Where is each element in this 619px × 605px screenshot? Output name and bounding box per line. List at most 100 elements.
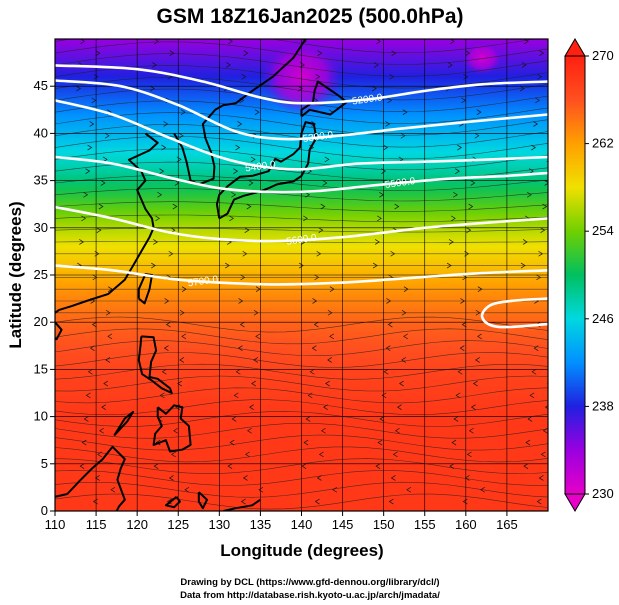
x-tick-label: 125 <box>167 517 189 532</box>
colorbar-tick-label: 238 <box>592 398 614 413</box>
streamline-arrow <box>544 405 548 410</box>
streamline-arrow <box>163 121 169 127</box>
streamline-arrow <box>465 50 471 56</box>
streamline-arrow <box>373 62 379 68</box>
streamline-arrow <box>237 345 243 351</box>
streamline-arrow <box>377 215 382 222</box>
streamline-arrow <box>401 309 407 316</box>
streamline-arrow <box>387 321 393 328</box>
streamline-arrow <box>179 309 185 316</box>
streamline-arrow <box>79 463 85 469</box>
streamline-arrow <box>153 463 159 469</box>
streamline-arrow <box>461 321 467 328</box>
streamline-arrow <box>309 368 315 375</box>
streamline-arrow <box>555 487 559 492</box>
x-tick-label: 140 <box>291 517 313 532</box>
colorbar-min-arrow <box>564 493 586 512</box>
streamline-arrow <box>235 144 241 151</box>
y-axis-ticks: 0 5 10 15 20 25 30 35 40 45 <box>34 78 55 518</box>
y-tick-label: 15 <box>34 361 48 376</box>
streamline-arrow <box>225 262 230 269</box>
streamline-arrow <box>103 380 109 387</box>
streamline-arrow <box>98 203 104 210</box>
streamline-arrow <box>91 321 97 328</box>
streamline-arrow <box>388 498 394 505</box>
cold-cell <box>461 40 503 75</box>
streamline-arrow <box>316 475 322 481</box>
streamline-arrow <box>233 392 239 399</box>
x-tick-label: 135 <box>250 517 272 532</box>
streamline-arrow <box>235 368 241 375</box>
streamline-arrow <box>301 463 307 469</box>
coastline-segment <box>137 335 173 394</box>
streamline-arrow <box>151 262 156 269</box>
x-tick-label: 115 <box>86 517 107 532</box>
streamline-arrow <box>155 215 161 222</box>
coastline-segment <box>300 80 348 118</box>
streamline-arrow <box>238 298 244 304</box>
streamline-arrow <box>168 250 174 257</box>
x-tick-label: 150 <box>373 517 395 532</box>
streamline-arrow <box>385 345 391 351</box>
streamline-arrow <box>96 227 102 233</box>
streamline-arrow <box>240 498 246 505</box>
streamline-arrow <box>375 39 381 45</box>
coastline-segment <box>223 498 261 511</box>
streamline-arrow <box>242 250 248 257</box>
streamline-arrow <box>159 392 165 399</box>
streamline-arrow <box>529 392 535 399</box>
streamline-arrow <box>89 121 95 127</box>
streamline-arrow <box>258 486 264 493</box>
streamline-arrow <box>226 62 231 68</box>
streamline-arrow <box>526 191 532 198</box>
x-tick-label: 160 <box>455 517 477 532</box>
streamline-arrow <box>536 274 542 281</box>
streamline-arrow <box>472 380 478 387</box>
streamline-arrow <box>231 416 237 422</box>
streamline-arrow <box>537 73 543 80</box>
streamline-arrow <box>377 439 383 446</box>
streamline-arrow <box>305 191 310 198</box>
streamline-arrow <box>311 121 317 127</box>
colorbar-tick-label: 270 <box>592 48 614 63</box>
colorbar-bar <box>564 55 586 495</box>
x-tick-label: 155 <box>414 517 436 532</box>
streamline-arrow <box>161 144 167 151</box>
streamline-arrow <box>477 286 483 292</box>
streamline-arrow <box>460 298 466 304</box>
streamline-arrow <box>166 498 172 505</box>
streamline-arrow <box>450 215 456 222</box>
streamline-arrow <box>93 73 99 80</box>
streamline-arrow <box>247 427 252 434</box>
streamline-arrow <box>253 357 259 363</box>
streamline-arrow <box>91 97 97 104</box>
x-axis-label: Longitude (degrees) <box>220 541 383 560</box>
streamline-arrow <box>533 345 539 351</box>
streamline-arrow <box>374 239 380 245</box>
streamline-arrow <box>327 309 333 316</box>
streamline-arrow <box>542 203 548 210</box>
contour-label: 5200.0 <box>351 92 383 107</box>
x-axis-ticks: 110 115 120 125 130 135 140 145 150 155 160 165 <box>45 511 518 532</box>
streamline-arrow <box>87 144 93 151</box>
streamline-arrow <box>313 321 319 328</box>
streamline-arrow <box>173 427 178 434</box>
streamline-arrow <box>523 39 529 45</box>
streamline-arrow <box>311 345 317 351</box>
streamline-arrow <box>105 357 111 363</box>
streamline-arrow <box>466 451 472 458</box>
streamline-arrow <box>480 486 486 493</box>
colorbar-tick-label: 262 <box>592 136 614 151</box>
credit-drawing: Drawing by DCL (https://www.gfd-dennou.o… <box>180 577 439 588</box>
streamline-arrow <box>110 486 116 493</box>
streamline-arrow <box>462 274 468 281</box>
streamline-arrow <box>451 439 457 446</box>
coastline-segment <box>152 404 192 453</box>
streamline-arrow <box>303 215 308 222</box>
streamline-arrow <box>85 168 91 174</box>
x-tick-label: 165 <box>496 517 518 532</box>
streamline-arrow <box>477 333 482 340</box>
streamline-arrow <box>244 451 250 458</box>
streamline-arrow <box>401 357 406 363</box>
